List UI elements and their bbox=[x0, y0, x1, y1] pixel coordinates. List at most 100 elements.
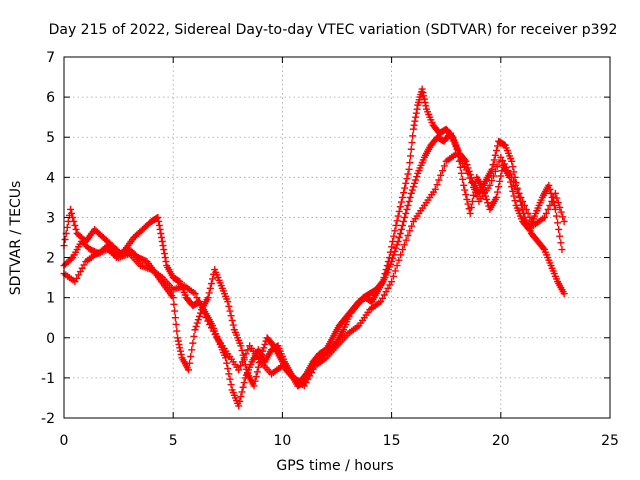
data-point bbox=[192, 322, 200, 330]
data-point bbox=[390, 251, 398, 259]
data-point bbox=[511, 197, 519, 205]
data-point bbox=[405, 165, 413, 173]
data-point bbox=[495, 183, 503, 191]
data-point bbox=[433, 181, 441, 189]
data-point bbox=[200, 310, 208, 318]
data-point bbox=[400, 217, 408, 225]
data-point bbox=[435, 176, 443, 184]
y-tick-label: 0 bbox=[46, 331, 55, 347]
data-point bbox=[190, 332, 198, 340]
data-point bbox=[184, 366, 192, 374]
data-point bbox=[496, 177, 504, 185]
data-point bbox=[412, 109, 420, 117]
data-point bbox=[408, 186, 416, 194]
data-point bbox=[403, 205, 411, 213]
data-point bbox=[242, 365, 250, 373]
data-point bbox=[391, 227, 399, 235]
data-point bbox=[400, 189, 408, 197]
data-point bbox=[156, 225, 164, 233]
data-point bbox=[162, 258, 170, 266]
data-point bbox=[437, 171, 445, 179]
data-point bbox=[540, 213, 548, 221]
y-axis-label: SDTVAR / TECUs bbox=[8, 181, 24, 296]
data-point bbox=[177, 350, 185, 358]
data-point bbox=[406, 227, 414, 235]
data-point bbox=[174, 334, 182, 342]
data-point bbox=[560, 217, 568, 225]
data-point bbox=[556, 203, 564, 211]
data-point bbox=[411, 117, 419, 125]
data-point bbox=[191, 290, 199, 298]
series-track-2 bbox=[60, 129, 566, 390]
data-point bbox=[555, 225, 563, 233]
data-point bbox=[236, 397, 244, 405]
data-point bbox=[226, 307, 234, 315]
data-point bbox=[191, 326, 199, 334]
data-point bbox=[559, 213, 567, 221]
data-point bbox=[554, 219, 562, 227]
data-point bbox=[399, 193, 407, 201]
data-point bbox=[393, 217, 401, 225]
data-point bbox=[520, 201, 528, 209]
data-point bbox=[229, 321, 237, 329]
data-point bbox=[557, 239, 565, 247]
data-point bbox=[195, 298, 203, 306]
data-point bbox=[470, 183, 477, 191]
data-point bbox=[395, 256, 403, 264]
data-point bbox=[158, 238, 166, 246]
data-point bbox=[391, 248, 399, 256]
data-point bbox=[467, 203, 475, 211]
data-point bbox=[418, 85, 426, 93]
data-point bbox=[402, 179, 410, 187]
data-point bbox=[492, 147, 500, 155]
data-point bbox=[554, 199, 562, 207]
data-point bbox=[440, 162, 448, 170]
data-point bbox=[391, 267, 399, 275]
data-point bbox=[71, 221, 79, 229]
data-point bbox=[468, 179, 476, 187]
data-point bbox=[238, 358, 246, 366]
data-point bbox=[396, 229, 404, 237]
data-point bbox=[515, 189, 523, 197]
data-point bbox=[258, 350, 266, 358]
data-point bbox=[390, 232, 398, 240]
y-tick-label: 3 bbox=[46, 210, 55, 226]
data-point bbox=[519, 197, 527, 205]
data-point bbox=[508, 173, 516, 181]
data-point bbox=[466, 209, 474, 217]
data-point bbox=[392, 244, 400, 252]
data-point bbox=[193, 319, 201, 327]
data-point bbox=[466, 174, 474, 182]
data-point bbox=[457, 169, 465, 177]
data-point bbox=[251, 377, 259, 385]
data-point bbox=[463, 195, 471, 203]
data-point bbox=[439, 167, 447, 175]
data-point bbox=[509, 163, 517, 171]
data-point bbox=[392, 221, 400, 229]
data-point bbox=[205, 289, 213, 297]
data-point bbox=[517, 193, 525, 201]
data-point bbox=[400, 241, 408, 249]
data-point bbox=[404, 231, 412, 239]
data-point bbox=[401, 184, 409, 192]
data-point bbox=[406, 159, 414, 167]
data-point bbox=[490, 156, 498, 164]
data-point bbox=[252, 373, 260, 381]
data-point bbox=[548, 197, 556, 205]
data-point bbox=[158, 234, 166, 241]
series-track-3 bbox=[60, 149, 568, 390]
data-point bbox=[160, 246, 168, 254]
data-point bbox=[511, 181, 519, 189]
data-point bbox=[545, 181, 553, 189]
data-point bbox=[404, 201, 412, 209]
data-point bbox=[526, 213, 534, 221]
data-point bbox=[237, 342, 245, 350]
data-point bbox=[409, 132, 417, 140]
data-point bbox=[486, 181, 494, 189]
data-point bbox=[539, 244, 547, 252]
y-tick-label: 4 bbox=[46, 170, 55, 186]
data-point bbox=[393, 241, 401, 249]
data-point bbox=[491, 151, 499, 159]
data-point bbox=[227, 312, 235, 320]
